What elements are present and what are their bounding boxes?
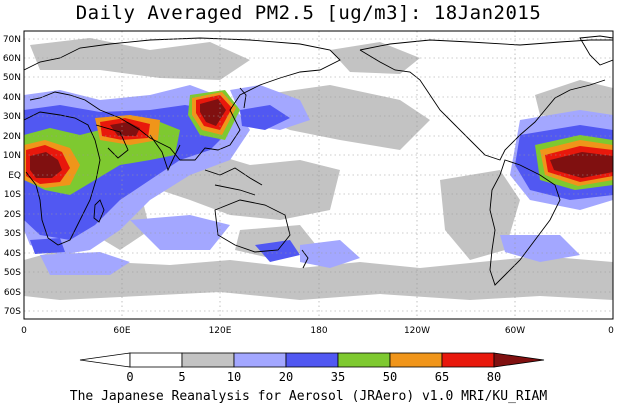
colorbar-swatch bbox=[181, 352, 235, 368]
lat-label: 40N bbox=[3, 93, 21, 103]
colorbar-swatch bbox=[337, 352, 391, 368]
lon-label: 0 bbox=[608, 326, 614, 336]
lat-label: 30N bbox=[3, 112, 21, 122]
lat-label: 30S bbox=[4, 229, 21, 239]
colorbar-arrow-low bbox=[79, 352, 131, 368]
lat-label: EQ bbox=[8, 171, 21, 181]
colorbar-swatch bbox=[285, 352, 339, 368]
lat-label: 10N bbox=[3, 151, 21, 161]
colorbar-label: 35 bbox=[331, 370, 345, 384]
lat-label: 20N bbox=[3, 132, 21, 142]
colorbar-arrow-high bbox=[493, 352, 545, 368]
map-border bbox=[23, 30, 614, 320]
colorbar-swatch bbox=[129, 352, 183, 368]
colorbar-label: 5 bbox=[178, 370, 185, 384]
lat-label: 70N bbox=[3, 35, 21, 45]
lon-label: 60W bbox=[505, 326, 525, 336]
lon-label: 120E bbox=[209, 326, 232, 336]
lon-label: 120W bbox=[404, 326, 430, 336]
lat-label: 20S bbox=[4, 210, 21, 220]
latitude-axis: 70N 60N 50N 40N 30N 20N 10N EQ 10S 20S 3… bbox=[3, 35, 21, 317]
colorbar-swatch bbox=[233, 352, 287, 368]
coastlines bbox=[24, 35, 613, 286]
pm25-layer-80-plus bbox=[30, 99, 613, 178]
lon-label: 60E bbox=[113, 326, 130, 336]
colorbar-label: 65 bbox=[435, 370, 449, 384]
footer-credit: The Japanese Reanalysis for Aerosol (JRA… bbox=[69, 389, 548, 404]
lat-label: 70S bbox=[4, 307, 21, 317]
lat-label: 40S bbox=[4, 249, 21, 259]
colorbar-label: 20 bbox=[279, 370, 293, 384]
colorbar-label: 80 bbox=[487, 370, 501, 384]
lat-label: 60N bbox=[3, 54, 21, 64]
lat-label: 50N bbox=[3, 73, 21, 83]
lat-label: 10S bbox=[4, 190, 21, 200]
colorbar-swatch bbox=[441, 352, 495, 368]
lat-label: 50S bbox=[4, 268, 21, 278]
page-title: Daily Averaged PM2.5 [ug/m3]: 18Jan2015 bbox=[75, 2, 542, 24]
pm25-layer-5-10 bbox=[24, 38, 613, 300]
lat-label: 60S bbox=[4, 288, 21, 298]
graticule bbox=[24, 31, 613, 319]
colorbar-label: 50 bbox=[383, 370, 397, 384]
colorbar-swatch bbox=[389, 352, 443, 368]
longitude-axis: 0 60E 120E 180 120W 60W 0 bbox=[21, 326, 614, 336]
lon-label: 180 bbox=[310, 326, 327, 336]
colorbar: 0 5 10 20 35 50 65 80 bbox=[79, 352, 545, 384]
colorbar-label: 10 bbox=[227, 370, 241, 384]
colorbar-label: 0 bbox=[126, 370, 133, 384]
lon-label: 0 bbox=[21, 326, 27, 336]
pm25-map bbox=[24, 31, 613, 319]
